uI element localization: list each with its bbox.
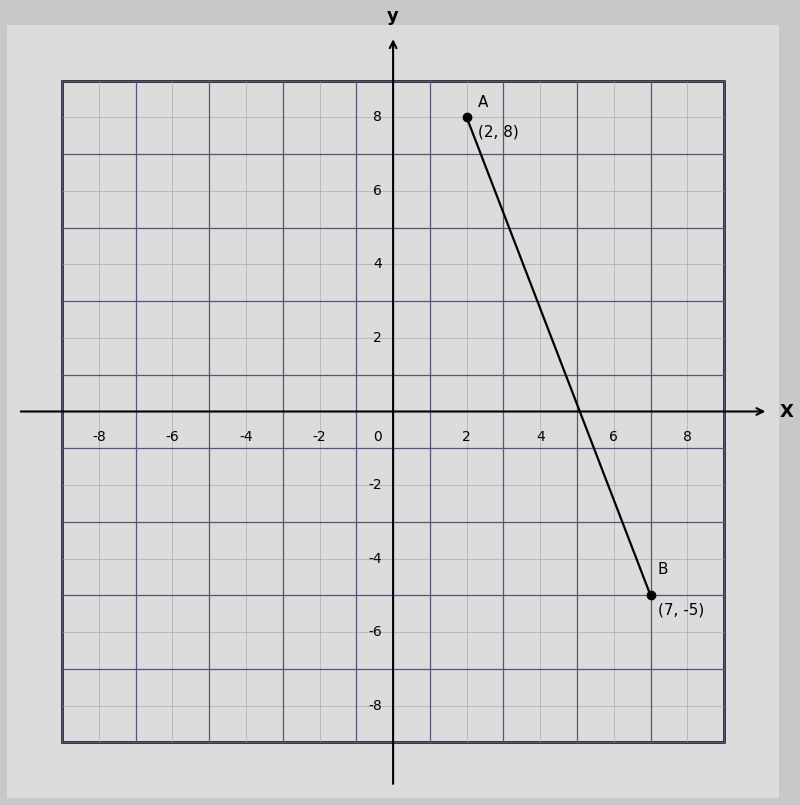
Text: -4: -4 xyxy=(369,551,382,566)
Text: 4: 4 xyxy=(374,258,382,271)
Text: y: y xyxy=(387,7,399,25)
Text: -6: -6 xyxy=(166,430,179,444)
Text: (2, 8): (2, 8) xyxy=(478,125,518,139)
Text: X: X xyxy=(779,402,793,420)
Text: B: B xyxy=(658,562,668,577)
Text: 0: 0 xyxy=(374,430,382,444)
Text: -4: -4 xyxy=(239,430,253,444)
Text: -8: -8 xyxy=(92,430,106,444)
Text: 8: 8 xyxy=(683,430,692,444)
Text: 4: 4 xyxy=(536,430,545,444)
Text: 2: 2 xyxy=(462,430,471,444)
Text: -2: -2 xyxy=(313,430,326,444)
Bar xyxy=(62,80,724,742)
Text: 6: 6 xyxy=(373,184,382,198)
Text: -8: -8 xyxy=(368,699,382,712)
Text: -6: -6 xyxy=(368,625,382,639)
Text: 6: 6 xyxy=(610,430,618,444)
Text: A: A xyxy=(478,95,488,110)
Text: 2: 2 xyxy=(374,331,382,345)
Text: (7, -5): (7, -5) xyxy=(658,603,704,617)
Text: 8: 8 xyxy=(373,110,382,124)
Text: -2: -2 xyxy=(369,478,382,492)
